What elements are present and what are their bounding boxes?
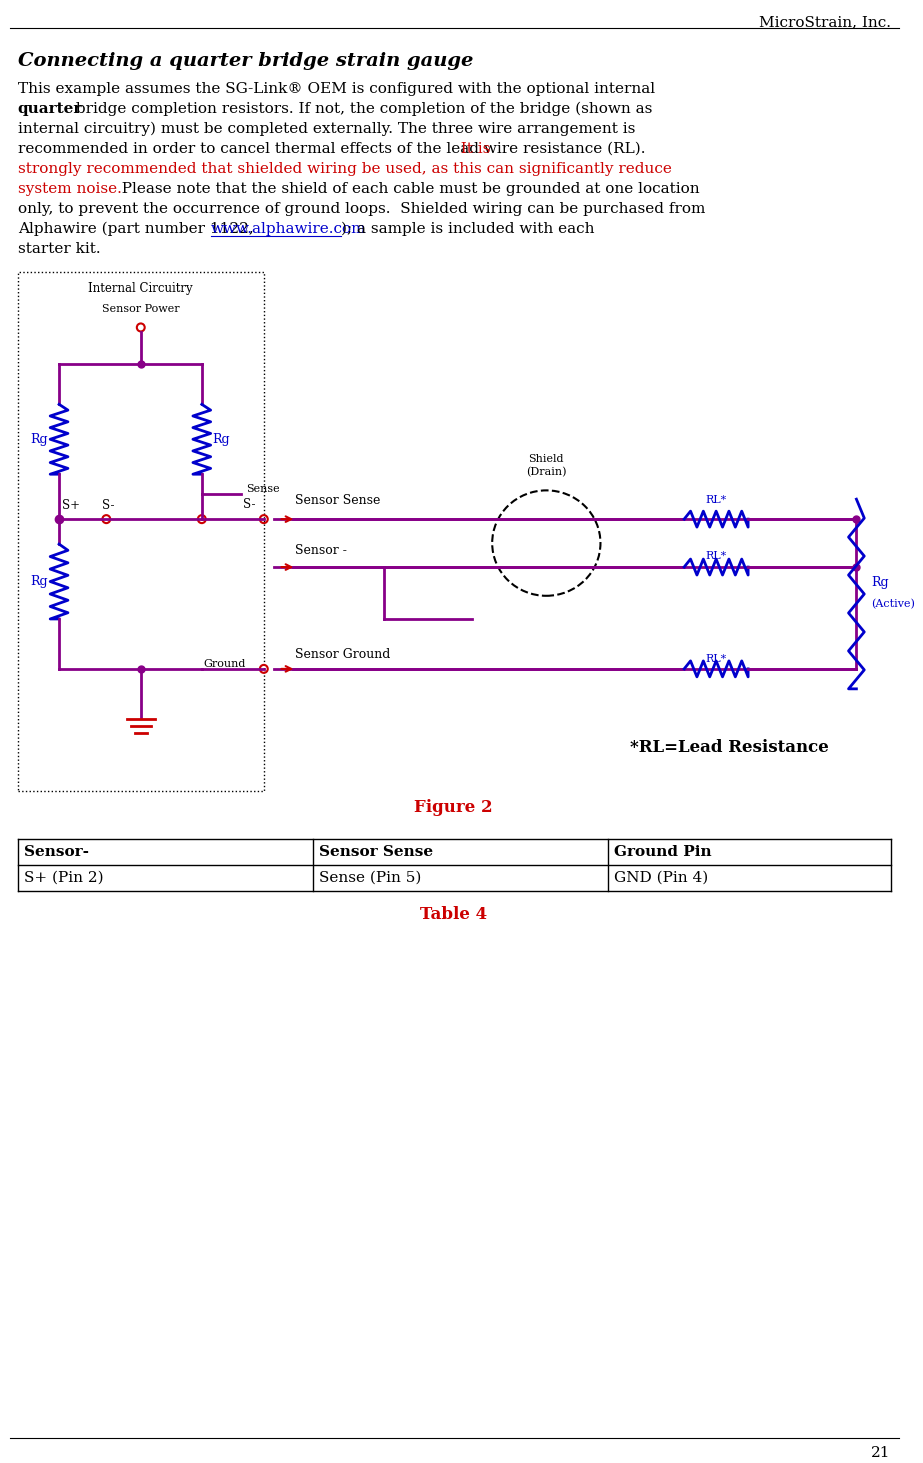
- Text: starter kit.: starter kit.: [18, 241, 101, 256]
- Text: RL*: RL*: [705, 552, 726, 560]
- Text: Shield: Shield: [529, 454, 564, 464]
- Text: Connecting a quarter bridge strain gauge: Connecting a quarter bridge strain gauge: [18, 51, 473, 70]
- Text: Rg: Rg: [871, 575, 889, 588]
- Text: Sensor Sense: Sensor Sense: [319, 844, 433, 859]
- Text: system noise.: system noise.: [18, 181, 122, 196]
- Text: Sense: Sense: [246, 484, 280, 494]
- Text: RL*: RL*: [705, 654, 726, 664]
- Text: Sensor -: Sensor -: [295, 544, 347, 557]
- Text: S-: S-: [102, 499, 114, 512]
- Text: (Active): (Active): [871, 598, 915, 609]
- Text: It is: It is: [450, 142, 490, 155]
- Text: (Drain): (Drain): [526, 467, 567, 477]
- Text: strongly recommended that shielded wiring be used, as this can significantly red: strongly recommended that shielded wirin…: [18, 162, 672, 176]
- Text: Sensor Power: Sensor Power: [102, 304, 180, 315]
- Text: internal circuitry) must be completed externally. The three wire arrangement is: internal circuitry) must be completed ex…: [18, 121, 635, 136]
- Text: Internal Circuitry: Internal Circuitry: [89, 281, 193, 294]
- Text: S+ (Pin 2): S+ (Pin 2): [24, 870, 103, 885]
- Text: bridge completion resistors. If not, the completion of the bridge (shown as: bridge completion resistors. If not, the…: [71, 102, 653, 116]
- Text: Rg: Rg: [212, 433, 231, 446]
- Text: quarter: quarter: [18, 102, 82, 116]
- Text: 21: 21: [871, 1445, 891, 1460]
- Text: ); a sample is included with each: ); a sample is included with each: [341, 221, 594, 236]
- Text: S+: S+: [62, 499, 80, 512]
- Text: Sensor Sense: Sensor Sense: [295, 494, 380, 508]
- Text: Sense (Pin 5): Sense (Pin 5): [319, 870, 421, 885]
- Text: Ground: Ground: [204, 658, 246, 669]
- Text: Rg: Rg: [30, 433, 48, 446]
- Text: Figure 2: Figure 2: [414, 799, 493, 816]
- Text: only, to prevent the occurrence of ground loops.  Shielded wiring can be purchas: only, to prevent the occurrence of groun…: [18, 202, 705, 215]
- Text: Please note that the shield of each cable must be grounded at one location: Please note that the shield of each cabl…: [113, 181, 700, 196]
- Text: MicroStrain, Inc.: MicroStrain, Inc.: [759, 15, 891, 29]
- Text: RL*: RL*: [705, 494, 726, 505]
- Text: Sensor Ground: Sensor Ground: [295, 648, 390, 661]
- Text: Alphawire (part number 1122,: Alphawire (part number 1122,: [18, 221, 254, 236]
- Text: *RL=Lead Resistance: *RL=Lead Resistance: [630, 739, 829, 756]
- Text: S-: S-: [243, 497, 256, 511]
- Text: GND (Pin 4): GND (Pin 4): [614, 870, 709, 885]
- Text: Sensor-: Sensor-: [24, 844, 89, 859]
- Text: Ground Pin: Ground Pin: [614, 844, 712, 859]
- Text: recommended in order to cancel thermal effects of the lead wire resistance (RL).: recommended in order to cancel thermal e…: [18, 142, 645, 155]
- Text: Table 4: Table 4: [420, 907, 487, 923]
- Text: This example assumes the SG-Link® OEM is configured with the optional internal: This example assumes the SG-Link® OEM is…: [18, 82, 654, 97]
- Text: Rg: Rg: [30, 575, 48, 588]
- Text: www.alphawire.com: www.alphawire.com: [210, 221, 366, 236]
